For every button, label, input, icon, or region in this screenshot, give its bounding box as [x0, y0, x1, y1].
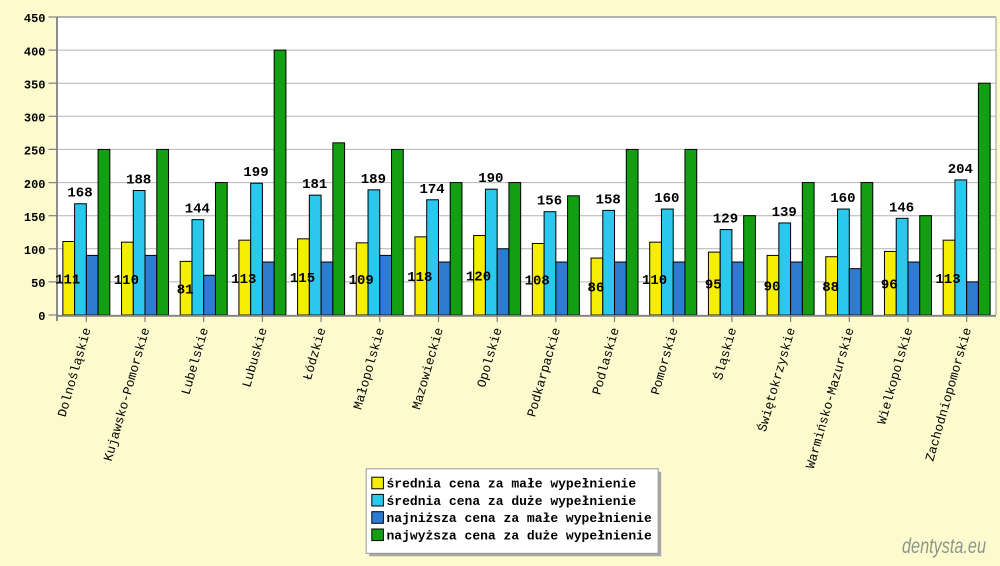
svg-text:450: 450 — [24, 12, 46, 26]
svg-text:250: 250 — [24, 145, 46, 159]
svg-text:50: 50 — [31, 277, 45, 291]
svg-text:90: 90 — [764, 279, 781, 295]
svg-text:95: 95 — [705, 278, 722, 294]
svg-text:111: 111 — [55, 272, 80, 288]
svg-text:86: 86 — [587, 281, 604, 297]
svg-text:199: 199 — [243, 165, 268, 181]
svg-text:188: 188 — [126, 173, 151, 189]
svg-text:dentysta.eu: dentysta.eu — [902, 535, 986, 558]
svg-text:350: 350 — [24, 78, 46, 92]
svg-text:300: 300 — [24, 112, 46, 126]
svg-text:100: 100 — [24, 244, 46, 258]
svg-text:190: 190 — [478, 171, 503, 187]
svg-text:najwyższa cena za duże wypełni: najwyższa cena za duże wypełnienie — [387, 529, 652, 544]
svg-text:113: 113 — [231, 272, 256, 288]
svg-text:średnia cena za duże wypełnien: średnia cena za duże wypełnienie — [387, 494, 637, 509]
svg-text:najniższa cena za małe wypełni: najniższa cena za małe wypełnienie — [387, 511, 652, 526]
svg-text:109: 109 — [349, 273, 374, 289]
svg-text:96: 96 — [881, 277, 898, 293]
svg-text:204: 204 — [948, 162, 973, 178]
svg-text:0: 0 — [38, 310, 45, 324]
svg-text:156: 156 — [537, 194, 562, 210]
svg-text:400: 400 — [24, 45, 46, 59]
svg-text:150: 150 — [24, 211, 46, 225]
svg-text:129: 129 — [713, 212, 738, 228]
svg-text:158: 158 — [596, 192, 621, 208]
svg-text:181: 181 — [302, 177, 327, 193]
svg-text:139: 139 — [772, 205, 797, 221]
svg-text:160: 160 — [830, 191, 855, 207]
svg-text:średnia cena za małe wypełnien: średnia cena za małe wypełnienie — [387, 477, 637, 492]
svg-text:113: 113 — [935, 272, 960, 288]
svg-text:146: 146 — [889, 200, 914, 216]
svg-text:174: 174 — [419, 182, 444, 198]
svg-text:88: 88 — [822, 280, 839, 296]
svg-text:81: 81 — [177, 282, 194, 298]
svg-text:189: 189 — [361, 172, 386, 188]
svg-text:110: 110 — [114, 273, 139, 289]
svg-text:115: 115 — [290, 271, 315, 287]
svg-text:108: 108 — [525, 273, 550, 289]
svg-text:160: 160 — [654, 191, 679, 207]
svg-text:144: 144 — [185, 202, 210, 218]
svg-text:118: 118 — [407, 270, 432, 286]
svg-text:200: 200 — [24, 178, 46, 192]
svg-text:168: 168 — [67, 186, 92, 202]
svg-text:120: 120 — [466, 270, 491, 286]
svg-text:110: 110 — [642, 273, 667, 289]
